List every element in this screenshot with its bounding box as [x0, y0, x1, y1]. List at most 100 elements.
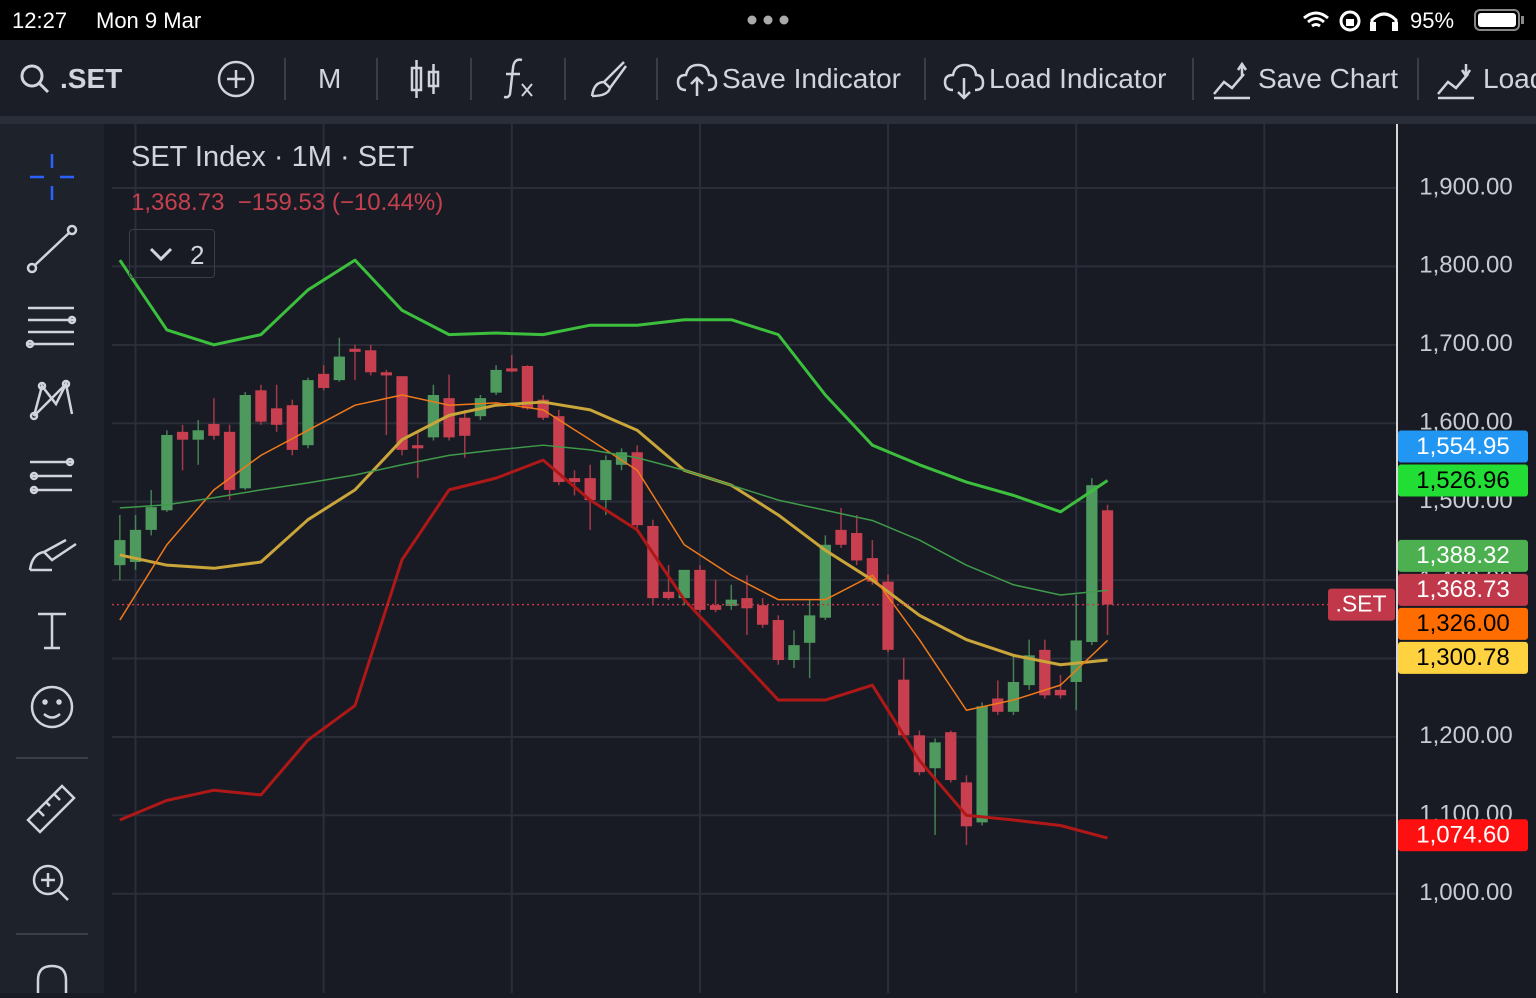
- candle-body: [584, 478, 596, 501]
- drawing-icon[interactable]: [588, 58, 630, 100]
- candle-body: [788, 645, 800, 661]
- candle-body: [678, 569, 690, 599]
- candle-body: [459, 417, 471, 436]
- add-symbol[interactable]: [216, 59, 256, 99]
- trend-line-tool[interactable]: [26, 224, 78, 274]
- emoji-tool[interactable]: [30, 685, 74, 729]
- candle-body: [286, 405, 298, 450]
- price-line-label: .SET: [1335, 591, 1386, 617]
- date: Mon 9 Mar: [96, 8, 202, 33]
- indicators-toggle[interactable]: 2: [129, 229, 215, 278]
- candle-body: [208, 424, 220, 436]
- candle-body: [568, 478, 581, 483]
- save-chart-button[interactable]: Save Chart: [1258, 63, 1399, 94]
- candle-body: [725, 599, 737, 606]
- candle-body: [835, 529, 847, 545]
- candle-body: [804, 615, 816, 643]
- candle-body: [176, 431, 189, 440]
- drawing-toolbar: [0, 124, 104, 993]
- price-badge: [1398, 641, 1528, 674]
- candle-body: [427, 395, 440, 438]
- candle-body: [443, 398, 455, 438]
- candle-body: [709, 605, 722, 610]
- prediction-tool[interactable]: [29, 457, 75, 495]
- divider: [376, 58, 378, 100]
- candle-body: [741, 598, 753, 609]
- last-price: 1,368.73: [131, 189, 225, 216]
- status-icons: [1303, 10, 1398, 32]
- candle-body: [396, 376, 408, 450]
- y-tick-label: 1,800.00: [1419, 252, 1512, 279]
- price-badge-label: 1,554.95: [1416, 433, 1509, 460]
- indicator-line: [119, 394, 1109, 711]
- candle-body: [129, 529, 142, 563]
- price-badge: [1398, 819, 1528, 852]
- candle-body: [412, 445, 424, 449]
- text-tool[interactable]: [38, 612, 66, 650]
- candle-body: [866, 558, 879, 582]
- candle-body: [647, 525, 659, 599]
- load-chart-button[interactable]: Load Chart: [1483, 63, 1536, 94]
- crosshair-tool[interactable]: [30, 154, 74, 200]
- candle-body: [114, 540, 126, 566]
- price-badge-label: 1,326.00: [1416, 610, 1509, 637]
- candle-body: [145, 507, 157, 530]
- price-badge-label: 1,388.32: [1416, 542, 1509, 569]
- candle-body: [302, 380, 314, 446]
- indicator-line: [119, 458, 1108, 840]
- candle-body: [882, 581, 894, 650]
- search-icon[interactable]: [18, 62, 52, 96]
- price-badge: [1398, 573, 1528, 606]
- pattern-tool[interactable]: [29, 379, 74, 421]
- toolbar-divider: [0, 116, 1536, 124]
- cloud-download-icon: [943, 63, 985, 100]
- measure-tool[interactable]: [26, 784, 76, 834]
- price-line-tag: [1328, 588, 1395, 621]
- load-indicator-button[interactable]: Load Indicator: [989, 63, 1167, 94]
- symbol[interactable]: .SET: [60, 63, 123, 94]
- y-tick-label: 1,200.00: [1419, 722, 1512, 749]
- candle-body: [756, 605, 769, 625]
- save-indicator-button[interactable]: Save Indicator: [722, 63, 901, 94]
- toolbar: .SET M Save Indicator Load Indicator Sav…: [0, 40, 1536, 116]
- zoom-tool[interactable]: [32, 864, 69, 901]
- candle-body: [898, 679, 910, 736]
- candle-body: [1039, 649, 1051, 696]
- indicators-icon[interactable]: [500, 56, 536, 100]
- candle-body: [333, 356, 345, 381]
- chart-type-icon[interactable]: [408, 58, 442, 100]
- y-tick-label: 1,900.00: [1419, 173, 1512, 200]
- candle-body: [694, 569, 706, 610]
- magnet-tool[interactable]: [36, 964, 68, 993]
- fib-tool[interactable]: [25, 306, 77, 349]
- change: −159.53: [237, 189, 326, 216]
- chart-title: SET Index · 1M · SET: [131, 141, 415, 173]
- price-badge: [1398, 607, 1528, 640]
- interval[interactable]: M: [318, 63, 342, 94]
- candle-body: [490, 369, 502, 393]
- candle-body: [365, 350, 377, 373]
- candle-body: [929, 742, 941, 769]
- candle-body: [1007, 682, 1020, 712]
- price-badge-label: 1,526.96: [1416, 467, 1509, 494]
- candle-body: [239, 395, 251, 489]
- indicator-line: [118, 258, 1109, 514]
- chevron-icon: [149, 247, 173, 262]
- candle-body: [1023, 655, 1035, 686]
- candle-body: [600, 460, 612, 501]
- candle-body: [223, 431, 236, 490]
- divider: [1192, 58, 1194, 100]
- price-badge: [1398, 464, 1528, 497]
- candle-body: [553, 416, 565, 483]
- candle-body: [380, 372, 393, 376]
- price-badge-label: 1,368.73: [1416, 576, 1509, 603]
- brush-tool[interactable]: [28, 538, 77, 572]
- candle-body: [192, 430, 204, 440]
- divider: [656, 58, 658, 100]
- candle-body: [615, 452, 628, 465]
- battery-level: 95%: [1410, 8, 1455, 33]
- candle-body: [318, 373, 330, 388]
- divider: [284, 58, 286, 100]
